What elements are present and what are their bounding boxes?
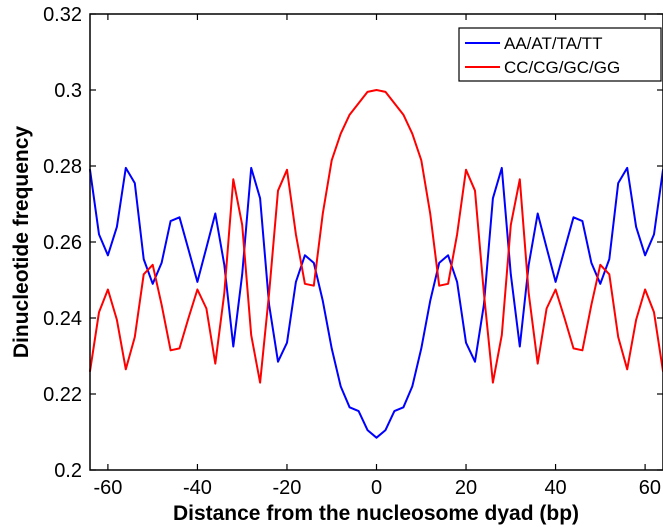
- x-tick-label: -60: [93, 477, 122, 499]
- legend-label-series-2: CC/CG/GC/GG: [504, 58, 620, 77]
- legend-label-series-1: AA/AT/TA/TT: [504, 34, 603, 53]
- y-tick-label: 0.24: [43, 308, 82, 330]
- plot-area: [90, 14, 663, 470]
- x-tick-labels: -60 -40 -20 0 20 40 60: [93, 477, 661, 499]
- y-tick-labels: 0.2 0.22 0.24 0.26 0.28 0.3 0.32: [43, 4, 82, 482]
- x-tick-label: 20: [455, 477, 477, 499]
- y-axis-label: Dinucleotide frequency: [10, 126, 33, 359]
- y-tick-label: 0.2: [54, 460, 82, 482]
- y-tick-label: 0.26: [43, 232, 82, 254]
- series-layer: [89, 89, 663, 439]
- y-tick-label: 0.32: [43, 4, 82, 26]
- legend-box: [458, 27, 662, 82]
- x-tick-label: 0: [371, 477, 382, 499]
- series-line-2: [89, 89, 663, 384]
- x-tick-label: 60: [639, 477, 661, 499]
- x-tick-label: -20: [273, 477, 302, 499]
- x-tick-label: 40: [544, 477, 566, 499]
- y-tick-label: 0.3: [54, 80, 82, 102]
- legend: AA/AT/TA/TT CC/CG/GC/GG: [458, 27, 662, 82]
- y-tick-label: 0.28: [43, 156, 82, 178]
- series-line-1: [89, 166, 663, 439]
- y-tick-label: 0.22: [43, 384, 82, 406]
- x-axis-label: Distance from the nucleosome dyad (bp): [173, 502, 579, 525]
- x-tick-label: -40: [183, 477, 212, 499]
- plot-frame: [89, 13, 663, 471]
